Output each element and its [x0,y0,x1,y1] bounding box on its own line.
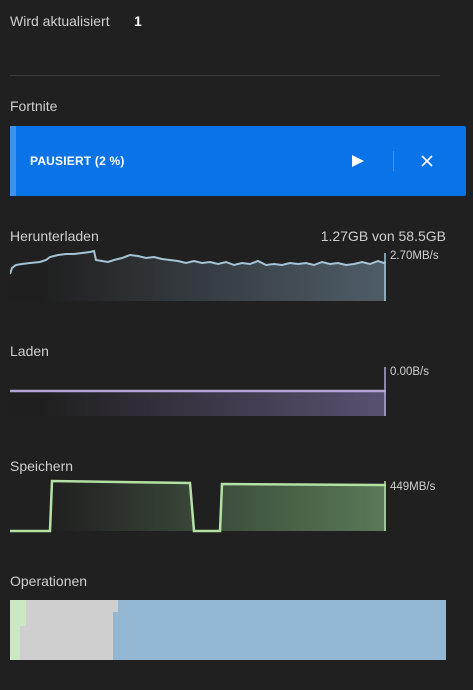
save-rate: 449MB/s [390,481,436,493]
save-label: Speichern [10,458,74,474]
load-label: Laden [10,343,49,359]
divider [10,75,440,76]
operations-label: Operationen [10,573,88,589]
resume-button[interactable] [345,148,371,174]
download-rate: 2.70MB/s [390,250,439,262]
download-status-text: PAUSIERT (2 %) [30,154,125,168]
cancel-button[interactable] [414,148,440,174]
download-status-banner: PAUSIERT (2 %) [10,126,466,196]
save-graph [10,479,386,533]
close-icon [421,155,433,167]
download-label: Herunterladen [10,228,99,244]
banner-accent-stripe [10,126,16,196]
game-title: Fortnite [10,98,58,114]
load-graph [10,367,386,416]
load-rate: 0.00B/s [390,366,429,378]
updating-label: Wird aktualisiert [10,13,110,29]
operations-graph [10,600,446,660]
play-icon [352,155,364,167]
download-graph [10,249,386,301]
button-separator [393,151,394,171]
updating-count: 1 [134,13,142,29]
download-total: 1.27GB von 58.5GB [320,228,446,244]
